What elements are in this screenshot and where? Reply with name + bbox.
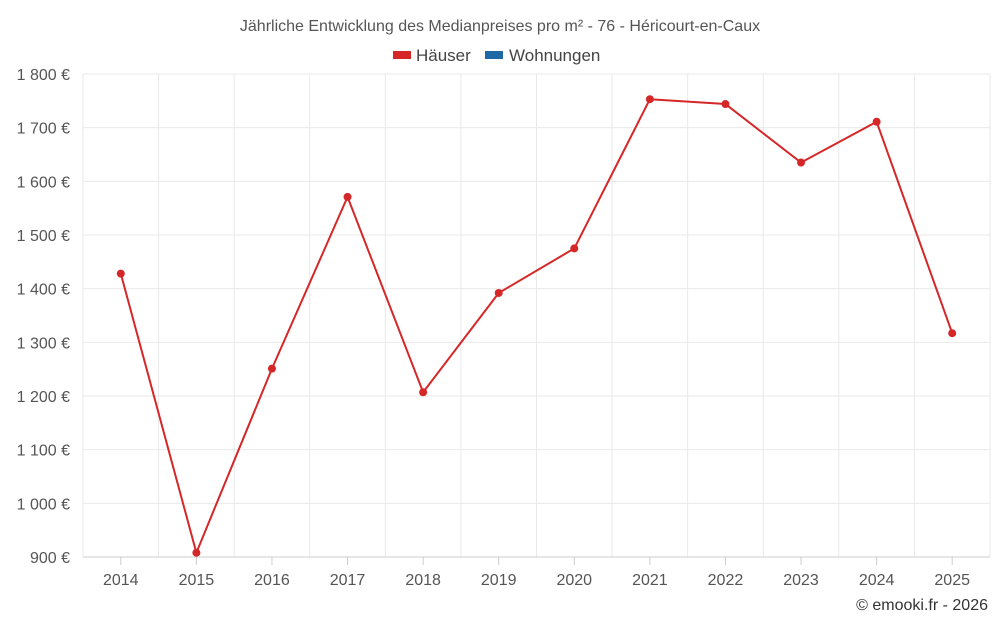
x-tick-label: 2023 (783, 572, 819, 589)
y-tick-label: 1 500 € (17, 228, 70, 245)
legend-swatch-wohnungen (485, 51, 503, 59)
x-tick-label: 2022 (708, 572, 744, 589)
legend: Häuser Wohnungen (393, 46, 600, 65)
x-tick-label: 2015 (179, 572, 215, 589)
x-tick-label: 2025 (934, 572, 970, 589)
chart-title: Jährliche Entwicklung des Medianpreises … (240, 18, 760, 35)
y-tick-label: 1 200 € (17, 389, 70, 406)
x-tick-label: 2018 (405, 572, 441, 589)
data-point[interactable] (419, 388, 428, 397)
y-tick-label: 1 000 € (17, 496, 70, 513)
data-point[interactable] (721, 100, 730, 109)
data-point[interactable] (948, 329, 957, 338)
credit-text: © emooki.fr - 2026 (856, 597, 988, 614)
data-point[interactable] (494, 288, 503, 297)
data-point[interactable] (343, 192, 352, 201)
data-point[interactable] (645, 95, 654, 104)
x-tick-label: 2020 (556, 572, 592, 589)
series-layer (116, 95, 957, 557)
legend-item-wohnungen[interactable]: Wohnungen (485, 46, 600, 65)
x-axis: 2014 2015 2016 2017 2018 2019 2020 2021 2022 2023… (83, 556, 990, 589)
y-tick-label: 1 800 € (17, 67, 70, 84)
x-tick-label: 2017 (330, 572, 366, 589)
x-tick-label: 2021 (632, 572, 668, 589)
data-point[interactable] (570, 244, 579, 253)
data-point[interactable] (797, 158, 806, 167)
data-point[interactable] (267, 364, 276, 373)
legend-swatch-haeuser (393, 51, 411, 59)
data-point[interactable] (872, 117, 881, 126)
series-line (119, 98, 954, 554)
x-tick-label: 2016 (254, 572, 290, 589)
y-tick-label: 1 100 € (17, 443, 70, 460)
legend-label-wohnungen: Wohnungen (509, 46, 600, 65)
y-axis: 900 € 1 000 € 1 100 € 1 200 € 1 300 € 1 400 €… (17, 67, 70, 567)
data-point[interactable] (116, 269, 125, 278)
x-tick-label: 2024 (859, 572, 895, 589)
y-tick-label: 1 700 € (17, 121, 70, 138)
grid (82, 73, 991, 558)
y-tick-label: 1 300 € (17, 335, 70, 352)
y-tick-label: 900 € (30, 550, 70, 567)
legend-item-haeuser[interactable]: Häuser (393, 46, 471, 65)
x-tick-label: 2014 (103, 572, 139, 589)
y-tick-label: 1 400 € (17, 282, 70, 299)
legend-label-haeuser: Häuser (416, 46, 471, 65)
data-point[interactable] (192, 548, 201, 557)
y-tick-label: 1 600 € (17, 174, 70, 191)
x-tick-label: 2019 (481, 572, 517, 589)
